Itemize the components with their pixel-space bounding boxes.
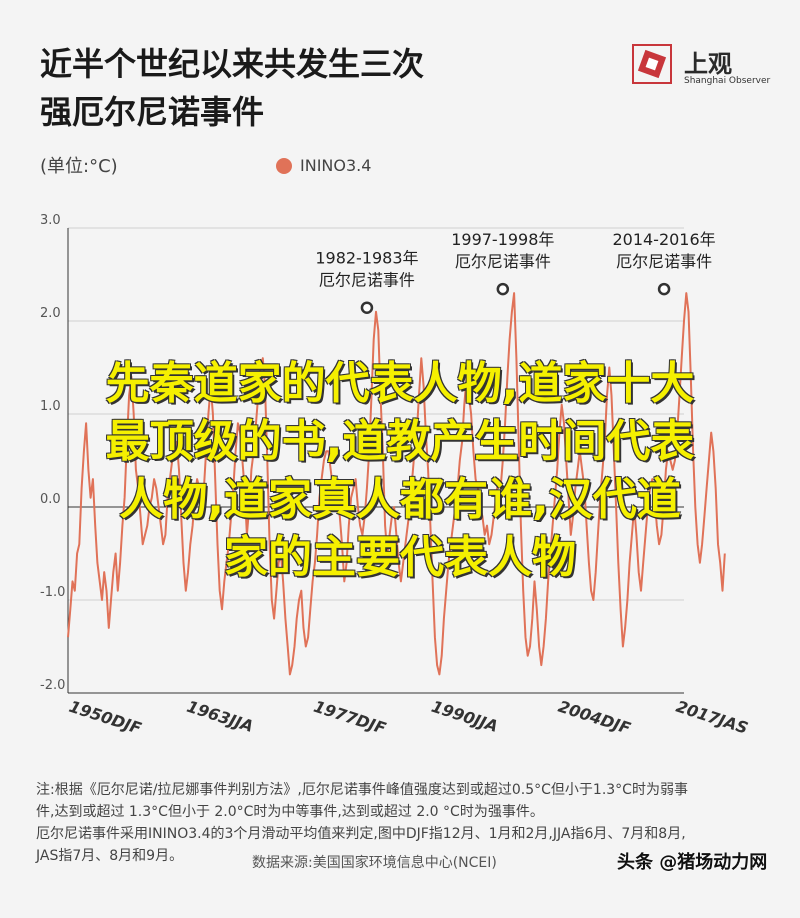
x-tick-label: 1963JJA (185, 697, 256, 736)
overlay-line: 先秦道家的代表人物,道家十大 (105, 358, 695, 409)
logo-mark-icon (632, 44, 672, 84)
x-tick-label: 2017JAS (674, 697, 751, 738)
peak-label-event: 厄尔尼诺事件 (455, 252, 551, 271)
overlay-line: 最顶级的书,道教产生时间代表 (105, 416, 695, 467)
legend-marker-icon (276, 157, 292, 174)
shanghai-observer-logo: 上观 Shanghai Observer (632, 44, 770, 92)
peak-label-year: 1982-1983年 (315, 249, 418, 268)
legend: ININO3.4 (276, 156, 371, 175)
y-tick-label: 1.0 (40, 399, 61, 414)
footnote-line: JAS指7月、8月和9月。 (36, 848, 184, 864)
peak-label-year: 1997-1998年 (451, 230, 554, 249)
series-line (67, 292, 726, 676)
overlay-caption: 先秦道家的代表人物,道家十大 最顶级的书,道教产生时间代表 人物,道家真人都有谁… (0, 355, 800, 587)
footnote-line: 厄尔尼诺事件采用ININO3.4的3个月滑动平均值来判定,图中DJF指12月、1… (36, 826, 686, 842)
peak-marker (496, 282, 510, 296)
y-tick-label: 2.0 (40, 306, 61, 321)
watermark: 头条 @猪场动力网 (617, 852, 768, 873)
data-source: 数据来源:美国国家环境信息中心(NCEI) (252, 855, 497, 871)
x-tick-label: 1990JJA (429, 697, 500, 736)
x-tick-label: 1977DJF (311, 697, 388, 738)
peak-label-event: 厄尔尼诺事件 (319, 271, 415, 290)
peak-label-event: 厄尔尼诺事件 (616, 252, 712, 271)
overlay-line: 家的主要代表人物 (224, 532, 576, 583)
y-tick-label: 0.0 (40, 492, 61, 507)
peak-marker (360, 301, 374, 314)
legend-label: ININO3.4 (300, 156, 372, 175)
footnote-line: 件,达到或超过 1.3°C但小于 2.0°C时为中等事件,达到或超过 2.0 °… (36, 804, 544, 820)
footnote: 注:根据《厄尔尼诺/拉尼娜事件判别方法》,厄尔尼诺事件峰值强度达到或超过0.5°… (36, 779, 766, 867)
title-line-2: 强厄尔尼诺事件 (40, 93, 265, 131)
chart-title: 近半个世纪以来共发生三次 强厄尔尼诺事件 (40, 40, 424, 136)
peak-marker (657, 282, 671, 296)
peak-label-year: 2014-2016年 (612, 230, 715, 249)
title-line-1: 近半个世纪以来共发生三次 (40, 45, 425, 83)
x-tick-label: 2004DJF (556, 697, 633, 738)
unit-label: (单位:°C) (40, 156, 118, 177)
x-tick-label: 1950DJF (67, 697, 144, 738)
overlay-line: 人物,道家真人都有谁,汉代道 (119, 474, 681, 525)
y-tick-label: -2.0 (40, 678, 65, 693)
y-tick-label: 3.0 (40, 213, 61, 228)
logo-name: 上观 (684, 49, 732, 78)
y-tick-label: -1.0 (40, 585, 65, 600)
footnote-line: 注:根据《厄尔尼诺/拉尼娜事件判别方法》,厄尔尼诺事件峰值强度达到或超过0.5°… (36, 782, 688, 798)
logo-subtitle: Shanghai Observer (684, 76, 771, 86)
